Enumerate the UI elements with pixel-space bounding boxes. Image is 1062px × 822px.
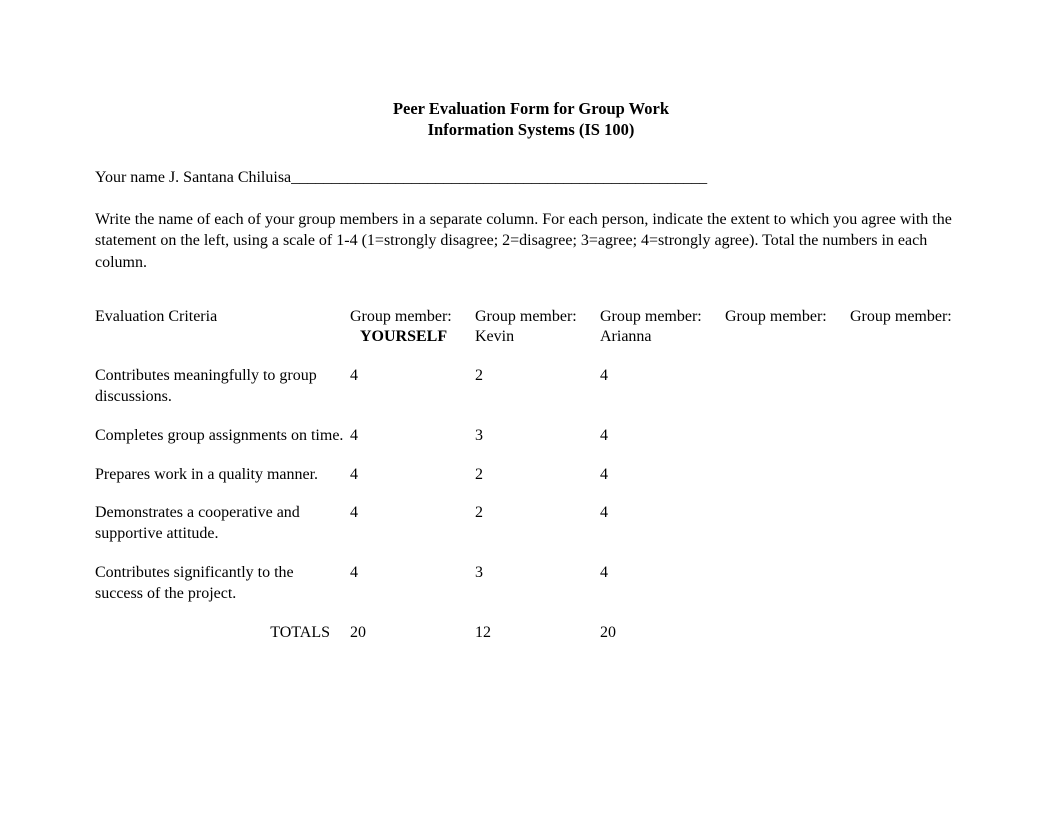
member-header-5: Group member: (850, 298, 975, 358)
score-cell: 2 (475, 494, 600, 554)
score-cell: 4 (600, 357, 725, 417)
criteria-row: Contributes significantly to the success… (95, 554, 975, 614)
criteria-label: Contributes meaningfully to group discus… (95, 357, 350, 417)
member-header-3: Group member: Arianna (600, 298, 725, 358)
totals-cell (725, 614, 850, 653)
totals-row: TOTALS 20 12 20 (95, 614, 975, 653)
criteria-row: Prepares work in a quality manner. 4 2 4 (95, 456, 975, 495)
criteria-label: Completes group assignments on time. (95, 417, 350, 456)
title-line-2: Information Systems (IS 100) (95, 119, 967, 140)
score-cell (850, 456, 975, 495)
evaluation-table: Evaluation Criteria Group member: YOURSE… (95, 298, 975, 653)
totals-cell: 20 (600, 614, 725, 653)
member-header-prefix: Group member: (850, 307, 969, 328)
totals-cell: 12 (475, 614, 600, 653)
score-cell (725, 357, 850, 417)
criteria-row: Contributes meaningfully to group discus… (95, 357, 975, 417)
totals-cell: 20 (350, 614, 475, 653)
score-cell (850, 357, 975, 417)
score-cell: 2 (475, 357, 600, 417)
member-header-1: Group member: YOURSELF (350, 298, 475, 358)
score-cell (725, 456, 850, 495)
member-header-4: Group member: (725, 298, 850, 358)
score-cell: 4 (350, 357, 475, 417)
totals-label: TOTALS (95, 614, 350, 653)
member-header-prefix: Group member: (600, 307, 719, 328)
criteria-row: Demonstrates a cooperative and supportiv… (95, 494, 975, 554)
member-header-name: Kevin (475, 327, 594, 348)
your-name-line: Your name J. Santana Chiluisa___________… (95, 169, 967, 187)
score-cell: 4 (600, 494, 725, 554)
member-header-prefix: Group member: (725, 307, 844, 328)
criteria-label: Prepares work in a quality manner. (95, 456, 350, 495)
table-header-row: Evaluation Criteria Group member: YOURSE… (95, 298, 975, 358)
member-header-prefix: Group member: (475, 307, 594, 328)
criteria-label: Contributes significantly to the success… (95, 554, 350, 614)
score-cell: 4 (600, 554, 725, 614)
score-cell (725, 554, 850, 614)
title-line-1: Peer Evaluation Form for Group Work (95, 98, 967, 119)
criteria-label: Demonstrates a cooperative and supportiv… (95, 494, 350, 554)
member-header-prefix: Group member: (350, 307, 469, 328)
member-header-name-yourself: YOURSELF (350, 327, 469, 348)
your-name-value: J. Santana Chiluisa (169, 169, 291, 186)
score-cell (725, 417, 850, 456)
your-name-prefix: Your name (95, 169, 169, 186)
criteria-header: Evaluation Criteria (95, 298, 350, 358)
your-name-blank: ________________________________________… (291, 169, 707, 186)
criteria-row: Completes group assignments on time. 4 3… (95, 417, 975, 456)
page-container: Peer Evaluation Form for Group Work Info… (0, 0, 1062, 652)
score-cell: 4 (600, 456, 725, 495)
member-header-2: Group member: Kevin (475, 298, 600, 358)
instructions-paragraph: Write the name of each of your group mem… (95, 209, 967, 274)
totals-cell (850, 614, 975, 653)
member-header-name: Arianna (600, 327, 719, 348)
score-cell: 3 (475, 554, 600, 614)
score-cell (850, 554, 975, 614)
score-cell: 4 (350, 456, 475, 495)
score-cell: 3 (475, 417, 600, 456)
score-cell (850, 494, 975, 554)
score-cell: 4 (350, 554, 475, 614)
score-cell: 4 (600, 417, 725, 456)
score-cell (850, 417, 975, 456)
score-cell (725, 494, 850, 554)
title-block: Peer Evaluation Form for Group Work Info… (95, 98, 967, 141)
score-cell: 4 (350, 494, 475, 554)
score-cell: 2 (475, 456, 600, 495)
score-cell: 4 (350, 417, 475, 456)
